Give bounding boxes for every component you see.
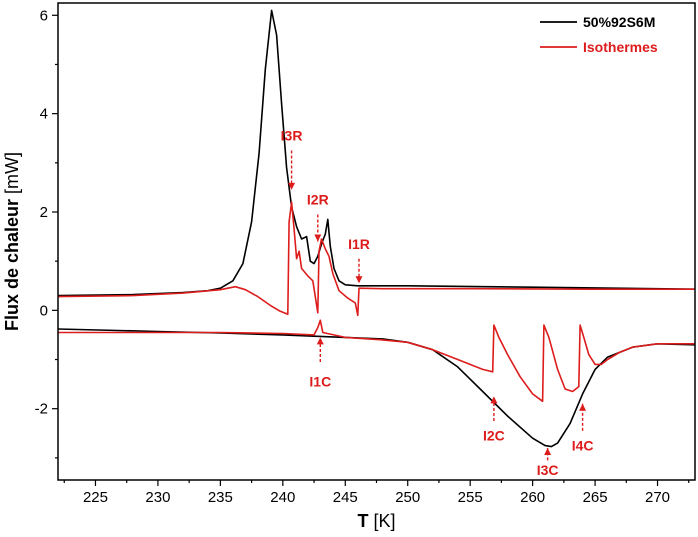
y-tick-label: 6 [40,7,48,24]
y-tick-label: 2 [40,204,48,221]
y-tick-label: 4 [40,106,48,123]
series-line-black-heating [58,9,695,297]
y-axis-title-unit: [mW] [2,152,22,194]
y-axis-title-label: Flux de chaleur [2,199,22,331]
x-tick-label: 250 [395,489,420,506]
y-tick-label: -2 [35,401,48,418]
annotation-arrow-head [316,337,324,345]
y-tick-label: 0 [40,302,48,319]
annotations: I3R I2R I1R I1C I2C I3C I4C [281,128,594,478]
annotation-label-i2r: I2R [307,192,329,208]
legend-label: 50%92S6M [583,14,655,30]
x-tick-label: 245 [333,489,358,506]
x-axis-title-unit: [K] [374,511,396,531]
y-axis-title: Flux de chaleur [mW] [2,152,22,331]
annotation-arrow-head [544,448,552,456]
x-axis-title: T [K] [357,511,395,531]
x-tick-label: 265 [583,489,608,506]
annotation-label-i2c: I2C [483,428,505,444]
x-tick-label: 255 [458,489,483,506]
annotation-label-i3c: I3C [537,462,559,478]
x-tick-label: 240 [270,489,295,506]
x-tick-label: 225 [83,489,108,506]
x-tick-label: 235 [208,489,233,506]
legend-label: Isothermes [583,39,658,55]
annotation-arrow-head [579,403,587,411]
x-tick-label: 270 [645,489,670,506]
annotation-label-i4c: I4C [572,438,594,454]
plot-frame [57,2,696,481]
annotation-label-i3r: I3R [281,128,303,144]
series-line-black-cooling [58,328,695,448]
annotation-arrow-head [288,182,296,190]
series-line-red-cooling [58,319,695,403]
plot-area [58,9,695,448]
x-axis: 225 230 235 240 245 250 255 260 265 270 [63,480,690,506]
annotation-arrow-head [355,276,363,284]
annotation-arrow-head [490,396,498,404]
y-axis: 6 4 2 0 -2 [35,7,58,459]
x-axis-title-symbol: T [357,511,368,531]
annotation-label-i1r: I1R [348,236,370,252]
legend: 50%92S6M Isothermes [540,14,658,55]
x-tick-label: 260 [520,489,545,506]
x-tick-label: 230 [145,489,170,506]
series-line-red-heating [58,201,695,317]
annotation-arrow-head [314,234,322,242]
annotation-label-i1c: I1C [309,374,331,390]
